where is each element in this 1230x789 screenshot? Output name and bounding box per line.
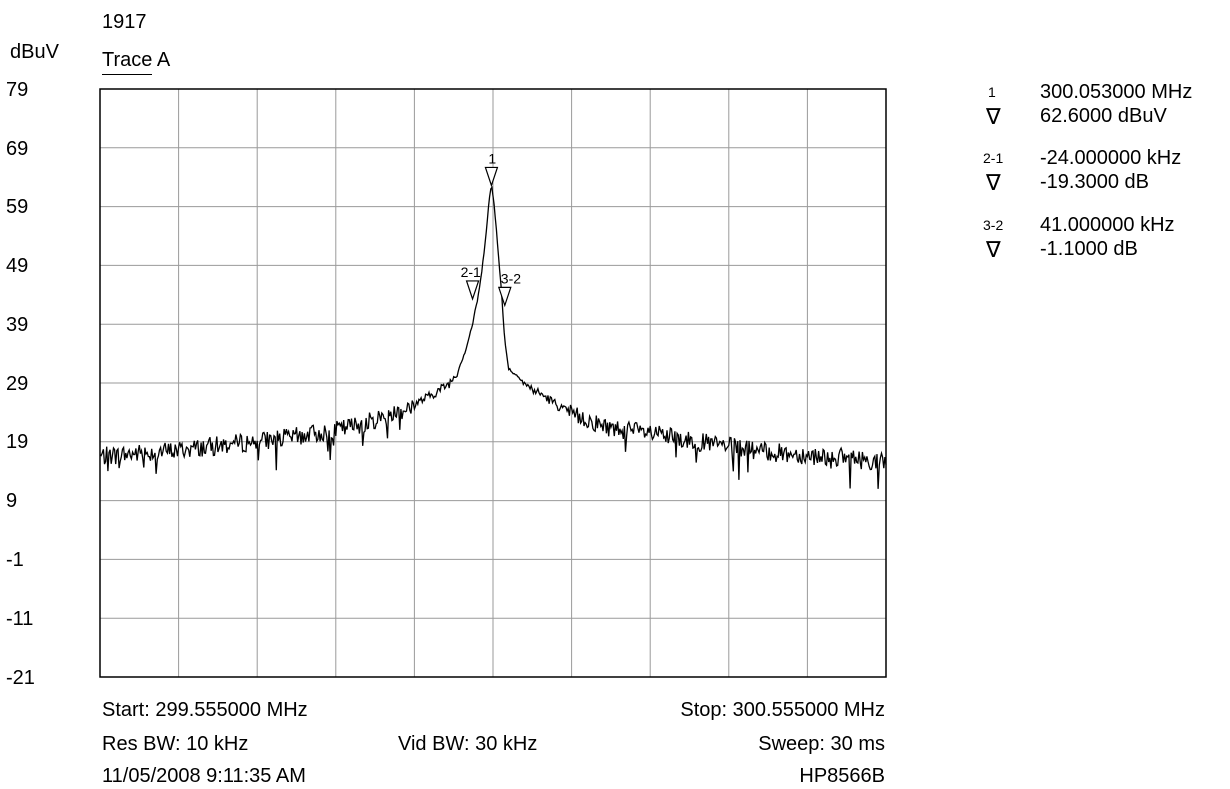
marker-frequency: 300.053000 MHz [1040,81,1193,103]
marker-triangle-icon: ∇ [986,105,1001,130]
marker-frequency: 41.000000 kHz [1040,214,1175,236]
instrument-model: HP8566B [799,765,885,787]
marker-triangle-icon [497,286,512,308]
marker-triangle-icon: ∇ [986,238,1001,263]
start-frequency: Start: 299.555000 MHz [102,699,308,721]
y-tick-label: -1 [6,549,24,571]
marker-label: 3-2 [501,270,521,286]
plot-grid [100,89,886,677]
resolution-bandwidth: Res BW: 10 kHz [102,733,249,755]
marker-id: 1 [988,84,996,100]
stop-frequency: Stop: 300.555000 MHz [680,699,885,721]
timestamp: 11/05/2008 9:11:35 AM [102,765,306,787]
marker-level: -19.3000 dB [1040,171,1149,193]
title-number: 1917 [102,11,147,33]
marker-id: 3-2 [983,217,1004,233]
marker-level: -1.1000 dB [1040,238,1138,260]
plot-frame [99,88,887,678]
y-tick-label: 39 [6,314,29,336]
y-tick-label: 9 [6,490,18,512]
sweep-time: Sweep: 30 ms [758,733,885,755]
y-tick-label: 19 [6,431,29,453]
marker-triangle-icon [484,166,499,188]
marker-id: 2-1 [983,150,1004,166]
trace-label: Trace A [102,49,171,71]
marker-triangle-icon [465,280,480,301]
trace-legend-line [102,74,152,75]
y-tick-label: 59 [6,196,29,218]
marker-triangle-icon: ∇ [986,171,1001,196]
y-tick-label: 29 [6,373,29,395]
marker-level: 62.6000 dBuV [1040,105,1167,127]
marker-layer: 1 2-1 3-2 [461,150,521,308]
y-unit-label: dBuV [10,41,59,63]
y-tick-label: -21 [6,667,35,689]
y-tick-label: 79 [6,79,29,101]
marker-label: 1 [488,150,496,166]
trace-a-line [99,185,887,489]
y-tick-label: -11 [6,608,34,630]
y-tick-label: 69 [6,138,29,160]
marker-frequency: -24.000000 kHz [1040,147,1182,169]
video-bandwidth: Vid BW: 30 kHz [398,733,538,755]
y-tick-label: 49 [6,255,29,277]
marker-label: 2-1 [461,264,481,280]
